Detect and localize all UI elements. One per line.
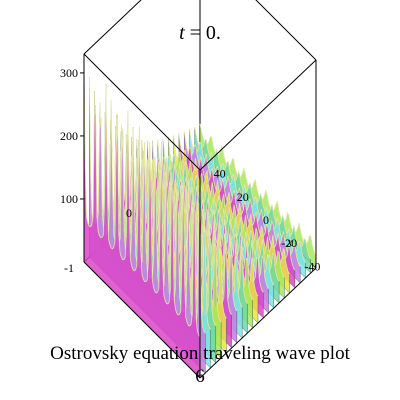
y-tick-label: 0 bbox=[126, 206, 132, 220]
surface-ridge-line bbox=[83, 60, 201, 338]
plot-title: t = 0. bbox=[0, 22, 400, 45]
x-tick-label: -20 bbox=[281, 236, 297, 250]
z-tick-label: 100 bbox=[60, 192, 78, 206]
x-tick-label: 0 bbox=[263, 213, 269, 227]
caption-line-1: Ostrovsky equation traveling wave plot bbox=[50, 343, 350, 364]
y-tick-label: -1 bbox=[64, 261, 74, 275]
surface-ridge-line bbox=[194, 126, 312, 260]
surface-ridge-line bbox=[168, 137, 285, 278]
x-tick-label: 20 bbox=[237, 190, 249, 204]
box-edge bbox=[83, 261, 201, 379]
surface-ridge-line bbox=[199, 123, 317, 256]
box-edge bbox=[199, 59, 317, 171]
caption-line-2: 6 bbox=[195, 366, 205, 387]
title-equals: = bbox=[189, 22, 201, 44]
figure-caption: Ostrovsky equation traveling wave plot 6 bbox=[0, 342, 400, 388]
surface-ridge-line bbox=[173, 135, 290, 275]
box-front-edges bbox=[83, 53, 317, 379]
box-edge bbox=[255, 0, 317, 61]
x-tick-label: 40 bbox=[214, 167, 226, 181]
x-tick-label: -40 bbox=[304, 259, 320, 273]
z-tick-label: 200 bbox=[60, 129, 78, 143]
surface-ridge-line bbox=[162, 138, 280, 282]
box-edge bbox=[83, 53, 201, 171]
title-value: 0. bbox=[205, 22, 221, 44]
title-variable: t bbox=[179, 22, 185, 44]
box-edge bbox=[199, 267, 317, 379]
box-edge bbox=[83, 0, 142, 55]
surface-ridge-line bbox=[99, 102, 217, 327]
x-axis-title: x bbox=[286, 235, 293, 249]
z-tick-label: 300 bbox=[60, 66, 78, 80]
axis-ticks: 300 200 100 -1 0 -40 -20 0 20 40 x bbox=[60, 66, 320, 275]
surface-mesh bbox=[83, 60, 317, 379]
surface-ridge-line bbox=[183, 131, 301, 267]
